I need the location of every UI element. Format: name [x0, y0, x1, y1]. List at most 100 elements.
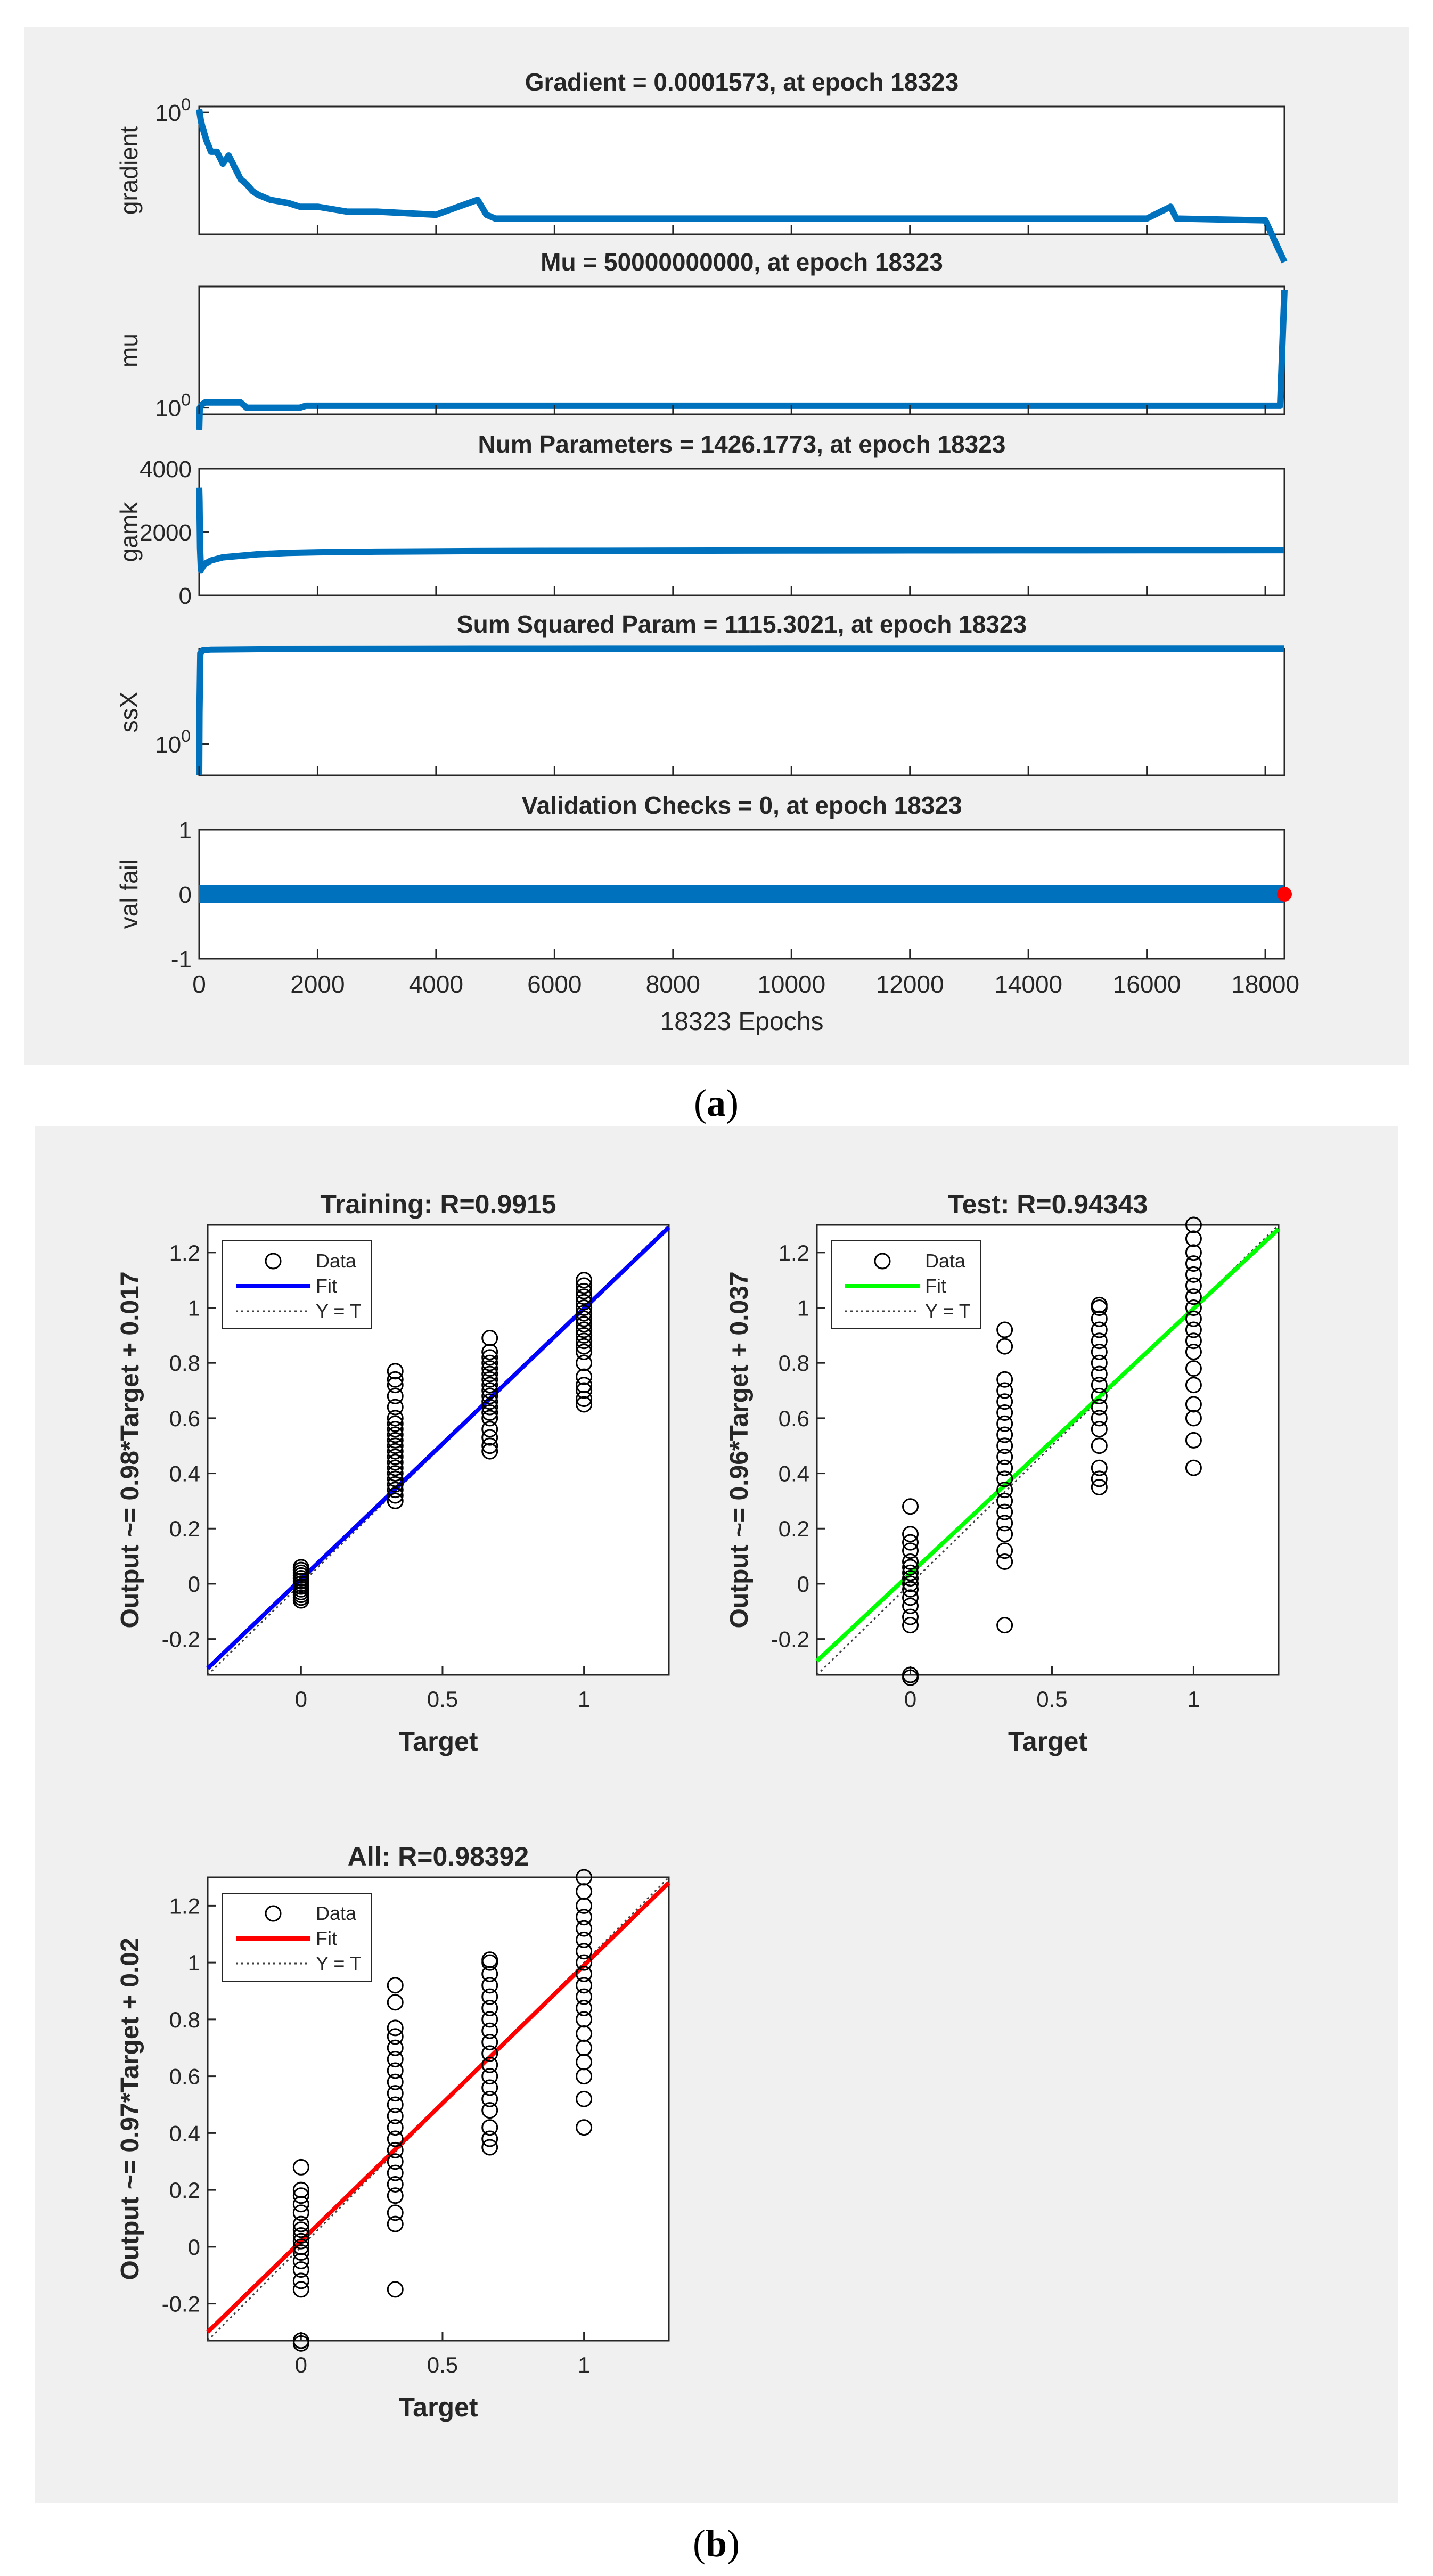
data-point	[481, 1343, 498, 1360]
y-tick-label: 0.6	[169, 1406, 200, 1431]
data-point	[481, 2090, 498, 2107]
data-point	[996, 1404, 1013, 1421]
data-point	[387, 1410, 404, 1427]
data-point	[1185, 1321, 1202, 1338]
data-point	[481, 2022, 498, 2039]
data-point	[996, 1448, 1013, 1465]
x-axis-label: Target	[1008, 1727, 1087, 1756]
data-point	[292, 2272, 309, 2289]
data-point	[387, 1421, 404, 1438]
subplot-test: Test: R=0.94343 Target Output ~= 0.96*Targ…	[725, 1189, 1280, 1756]
data-point	[902, 1581, 919, 1598]
y-tick-label: 0.8	[169, 2007, 200, 2032]
identity-line	[207, 1224, 670, 1676]
plot-title: Mu = 50000000000, at epoch 18323	[541, 248, 943, 276]
identity-line	[816, 1224, 1280, 1676]
data-point	[576, 1299, 593, 1316]
y-tick-label: -0.2	[162, 1627, 200, 1652]
data-point	[902, 1534, 919, 1551]
data-point	[481, 2034, 498, 2051]
data-point	[387, 2187, 404, 2204]
y-tick-label: 100	[155, 95, 191, 126]
y-tick-label: 0	[797, 1572, 809, 1597]
data-point	[292, 2261, 309, 2278]
data-point	[576, 1354, 593, 1371]
data-point	[902, 1559, 919, 1576]
data-point	[1185, 1360, 1202, 1377]
plot-title: Sum Squared Param = 1115.3021, at epoch …	[457, 610, 1027, 638]
data-point	[576, 1294, 593, 1311]
data-point	[1091, 1470, 1108, 1487]
data-point	[996, 1426, 1013, 1443]
data-point	[481, 1404, 498, 1421]
x-tick-label: 0.5	[427, 1687, 458, 1712]
data-point	[1185, 1244, 1202, 1261]
data-point	[902, 1542, 919, 1559]
panel-a-training-state: Gradient = 0.0001573, at epoch 18323 grad…	[115, 68, 1299, 1036]
data-point	[387, 1426, 404, 1443]
y-tick-label: 0.2	[169, 2178, 200, 2203]
data-point	[996, 1459, 1013, 1476]
y-tick-label: 4000	[140, 456, 192, 483]
y-tick-label: 1	[188, 1296, 200, 1321]
data-point	[902, 1617, 919, 1634]
x-tick-label: 0.5	[1036, 1687, 1067, 1712]
data-point	[996, 1338, 1013, 1355]
legend-label: Data	[316, 1250, 357, 1272]
y-axis-label: val fail	[115, 860, 143, 929]
x-tick-label: 1	[1188, 1687, 1200, 1712]
y-tick-label: 100	[155, 390, 191, 422]
plot-title: Test: R=0.94343	[948, 1189, 1148, 1219]
data-point	[576, 1332, 593, 1350]
data-point	[481, 1410, 498, 1427]
x-tick-label: 6000	[527, 970, 582, 998]
y-axis-label: ssX	[115, 692, 143, 733]
plot-title: All: R=0.98392	[348, 1842, 529, 1871]
data-point	[576, 1965, 593, 1982]
data-point	[902, 1570, 919, 1587]
data-point	[1091, 1354, 1108, 1371]
data-point	[292, 2332, 309, 2349]
data-point	[1185, 1255, 1202, 1272]
trace-line	[196, 645, 1284, 776]
data-point	[1185, 1277, 1202, 1294]
data-point	[1185, 1266, 1202, 1283]
data-point	[996, 1393, 1013, 1410]
y-tick-label: 0.8	[169, 1351, 200, 1376]
plot-title: Num Parameters = 1426.1773, at epoch 183…	[478, 430, 1006, 458]
data-point	[481, 1988, 498, 2005]
data-point	[996, 1382, 1013, 1399]
data-point	[387, 2130, 404, 2147]
data-point	[481, 2102, 498, 2119]
data-point	[902, 1526, 919, 1543]
data-point	[576, 1920, 593, 1937]
data-point	[902, 1575, 919, 1592]
data-point	[576, 2119, 593, 2136]
data-point	[1091, 1310, 1108, 1327]
plot-title: Validation Checks = 0, at epoch 18323	[521, 791, 962, 819]
data-point	[996, 1526, 1013, 1543]
data-point	[292, 2215, 309, 2232]
data-point	[387, 2019, 404, 2037]
data-point	[576, 1338, 593, 1355]
x-tick-label: 1	[578, 1687, 590, 1712]
y-tick-label: 0.2	[169, 1516, 200, 1541]
data-point	[481, 2011, 498, 2028]
y-tick-label: 1	[179, 817, 192, 844]
plot-area	[198, 468, 1285, 596]
data-point	[1091, 1421, 1108, 1438]
y-tick-label: 0	[188, 2235, 200, 2260]
data-point	[902, 1553, 919, 1570]
data-point	[1091, 1343, 1108, 1360]
data-point	[902, 1564, 919, 1581]
legend-label: Fit	[316, 1927, 337, 1949]
y-tick-label: 0.4	[169, 1461, 200, 1486]
x-tick-label: 2000	[290, 970, 345, 998]
data-point	[576, 1277, 593, 1294]
data-point	[996, 1492, 1013, 1509]
data-point	[1185, 1288, 1202, 1305]
data-point	[1185, 1332, 1202, 1350]
data-point	[1091, 1437, 1108, 1454]
x-tick-label: 12000	[876, 970, 944, 998]
